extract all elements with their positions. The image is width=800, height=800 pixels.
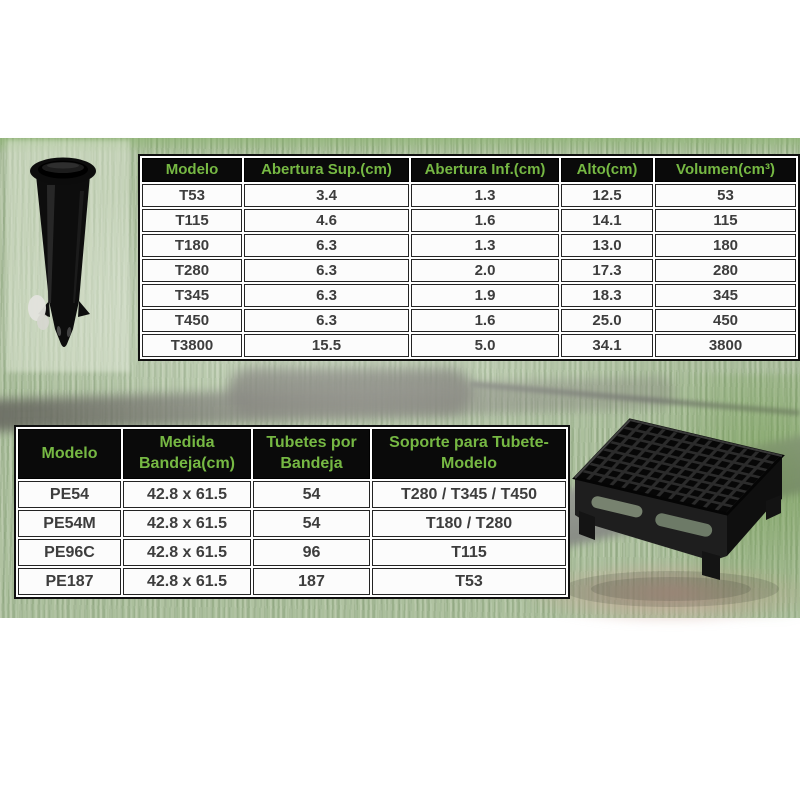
cell-medida: 42.8 x 61.5 (123, 568, 251, 595)
blurred-machine-shape (228, 368, 472, 414)
table-row: PE187 42.8 x 61.5 187 T53 (18, 568, 566, 595)
cell-abertura-inf: 1.6 (411, 209, 559, 232)
table-row: T3800 15.5 5.0 34.1 3800 (142, 334, 796, 357)
table-row: PE54 42.8 x 61.5 54 T280 / T345 / T450 (18, 481, 566, 508)
table-row: T280 6.3 2.0 17.3 280 (142, 259, 796, 282)
cell-medida: 42.8 x 61.5 (123, 539, 251, 566)
cell-alto: 12.5 (561, 184, 653, 207)
cell-volumen: 345 (655, 284, 796, 307)
tubetes-header-row: Modelo Abertura Sup.(cm) Abertura Inf.(c… (142, 158, 796, 182)
table-row: T115 4.6 1.6 14.1 115 (142, 209, 796, 232)
cell-volumen: 450 (655, 309, 796, 332)
cell-abertura-inf: 1.9 (411, 284, 559, 307)
cell-volumen: 115 (655, 209, 796, 232)
column-header-alto: Alto(cm) (561, 158, 653, 182)
cell-alto: 18.3 (561, 284, 653, 307)
column-header-soporte: Soporte para Tubete- Modelo (372, 429, 566, 479)
cell-medida: 42.8 x 61.5 (123, 510, 251, 537)
seedling-tray-image (563, 418, 785, 607)
cell-modelo: T450 (142, 309, 242, 332)
cell-abertura-sup: 3.4 (244, 184, 409, 207)
column-header-modelo: Modelo (18, 429, 121, 479)
cell-tubetes: 54 (253, 510, 370, 537)
bandejas-header-row: Modelo Medida Bandeja(cm) Tubetes por Ba… (18, 429, 566, 479)
cell-volumen: 180 (655, 234, 796, 257)
cell-abertura-sup: 6.3 (244, 284, 409, 307)
column-header-volumen: Volumen(cm³) (655, 158, 796, 182)
cell-volumen: 53 (655, 184, 796, 207)
cell-soporte: T53 (372, 568, 566, 595)
table-row: T180 6.3 1.3 13.0 180 (142, 234, 796, 257)
cell-volumen: 280 (655, 259, 796, 282)
column-header-modelo: Modelo (142, 158, 242, 182)
tubetes-spec-table: Modelo Abertura Sup.(cm) Abertura Inf.(c… (138, 154, 800, 361)
cell-modelo: T53 (142, 184, 242, 207)
cell-modelo: PE96C (18, 539, 121, 566)
cell-alto: 25.0 (561, 309, 653, 332)
column-header-medida-bandeja: Medida Bandeja(cm) (123, 429, 251, 479)
cell-abertura-inf: 1.3 (411, 234, 559, 257)
table-row: T53 3.4 1.3 12.5 53 (142, 184, 796, 207)
cell-abertura-inf: 2.0 (411, 259, 559, 282)
seedling-tube-image (28, 157, 96, 347)
cell-abertura-inf: 1.3 (411, 184, 559, 207)
cell-soporte: T180 / T280 (372, 510, 566, 537)
cell-alto: 17.3 (561, 259, 653, 282)
cell-modelo: T115 (142, 209, 242, 232)
column-header-abertura-sup: Abertura Sup.(cm) (244, 158, 409, 182)
column-header-abertura-inf: Abertura Inf.(cm) (411, 158, 559, 182)
cell-modelo: T180 (142, 234, 242, 257)
cell-tubetes: 54 (253, 481, 370, 508)
table-row: T450 6.3 1.6 25.0 450 (142, 309, 796, 332)
cell-abertura-sup: 6.3 (244, 309, 409, 332)
cell-tubetes: 96 (253, 539, 370, 566)
cell-modelo: PE54 (18, 481, 121, 508)
cell-alto: 34.1 (561, 334, 653, 357)
cell-abertura-sup: 4.6 (244, 209, 409, 232)
cell-modelo: T345 (142, 284, 242, 307)
cell-abertura-sup: 6.3 (244, 259, 409, 282)
cell-modelo: PE187 (18, 568, 121, 595)
cell-abertura-sup: 6.3 (244, 234, 409, 257)
cell-modelo: T280 (142, 259, 242, 282)
cell-volumen: 3800 (655, 334, 796, 357)
cell-modelo: T3800 (142, 334, 242, 357)
cell-abertura-inf: 5.0 (411, 334, 559, 357)
cell-alto: 14.1 (561, 209, 653, 232)
cell-medida: 42.8 x 61.5 (123, 481, 251, 508)
cell-modelo: PE54M (18, 510, 121, 537)
cell-soporte: T280 / T345 / T450 (372, 481, 566, 508)
table-row: PE96C 42.8 x 61.5 96 T115 (18, 539, 566, 566)
cell-tubetes: 187 (253, 568, 370, 595)
cell-abertura-inf: 1.6 (411, 309, 559, 332)
table-row: T345 6.3 1.9 18.3 345 (142, 284, 796, 307)
bandejas-spec-table: Modelo Medida Bandeja(cm) Tubetes por Ba… (14, 425, 570, 599)
column-header-tubetes-por-bandeja: Tubetes por Bandeja (253, 429, 370, 479)
table-row: PE54M 42.8 x 61.5 54 T180 / T280 (18, 510, 566, 537)
cell-abertura-sup: 15.5 (244, 334, 409, 357)
cell-alto: 13.0 (561, 234, 653, 257)
cell-soporte: T115 (372, 539, 566, 566)
